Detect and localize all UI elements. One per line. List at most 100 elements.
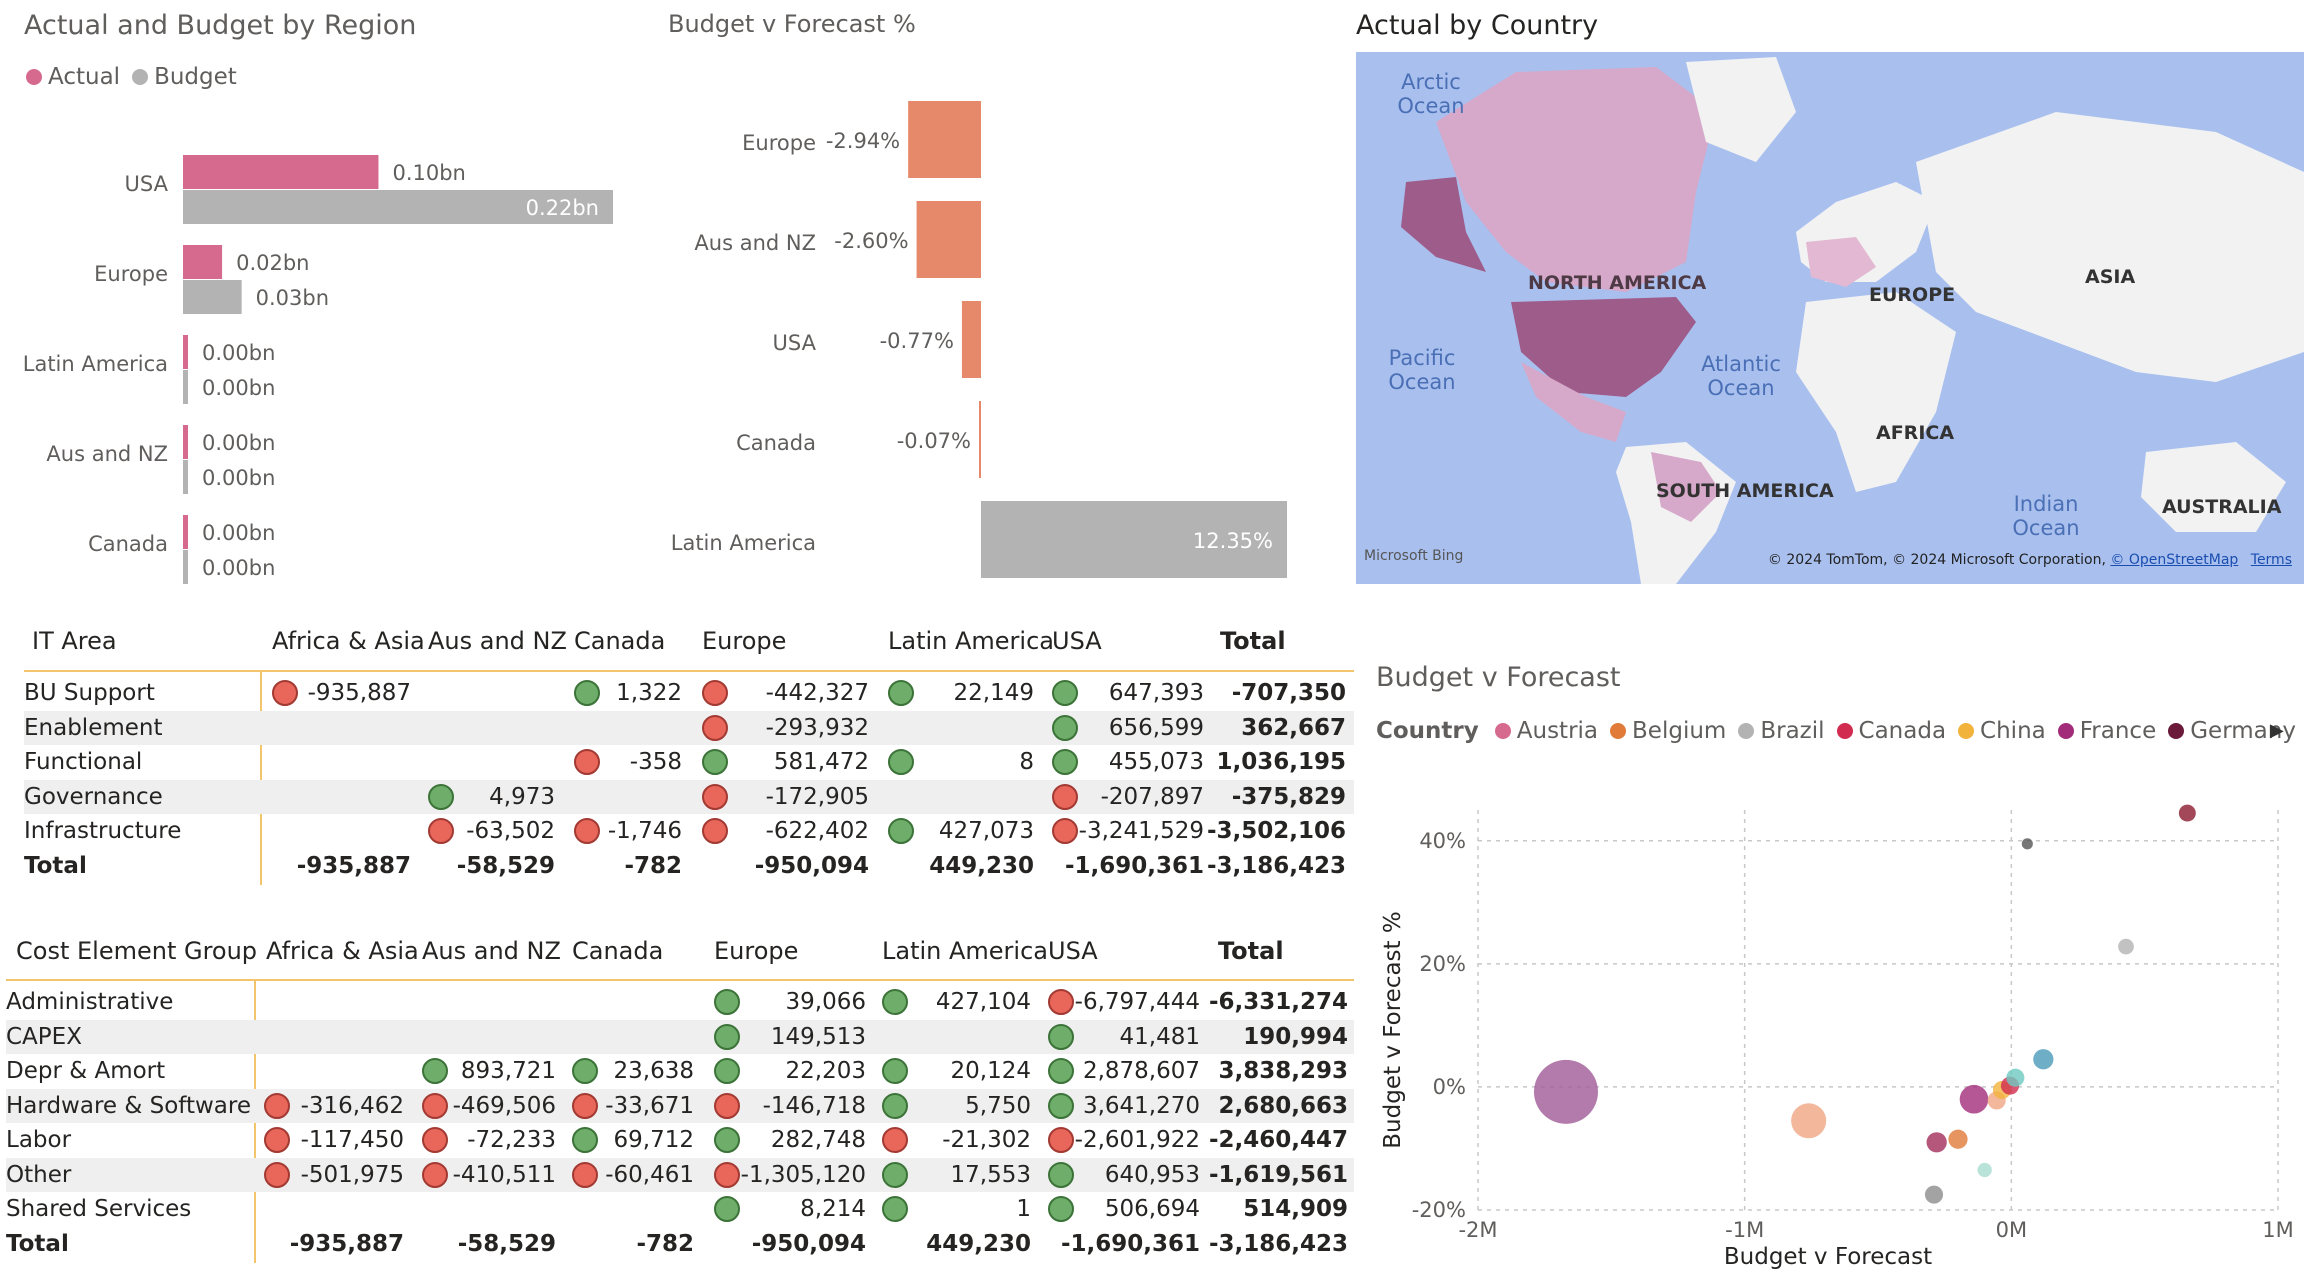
cell-value: -1,690,361 — [1060, 1230, 1200, 1257]
legend-label-austria[interactable]: Austria — [1516, 718, 1599, 744]
map-region-brazil[interactable] — [1651, 452, 1721, 522]
map-canvas[interactable] — [1356, 52, 2304, 584]
status-green-icon — [1052, 749, 1078, 775]
column-header[interactable]: IT Area — [32, 627, 117, 655]
cell-value: -2,601,922 — [1074, 1127, 1200, 1153]
legend-label-brazil[interactable]: Brazil — [1760, 718, 1825, 744]
status-green-icon — [882, 1161, 908, 1188]
cell-value: -501,975 — [300, 1161, 404, 1188]
status-green-icon — [428, 783, 454, 810]
legend-label-canada[interactable]: Canada — [1858, 718, 1947, 744]
table-row[interactable]: Hardware & Software -316,462 -469,506 -33,6… — [6, 1088, 1354, 1123]
cell-value: 640,953 — [1104, 1161, 1200, 1188]
map-region-mexico[interactable] — [1521, 362, 1626, 442]
category-label: Canada — [736, 431, 816, 455]
cell-value: 581,472 — [773, 749, 869, 775]
map-label-australia: AUSTRALIA — [2162, 496, 2282, 518]
legend-label-belgium[interactable]: Belgium — [1632, 718, 1727, 744]
budget-forecast-pct-bar-chart: Europe -2.94% Aus and NZ -2.60% USA -0.77% Can… — [671, 101, 1287, 578]
row-total: -3,186,423 — [1206, 852, 1346, 879]
column-header[interactable]: Cost Element Group — [16, 937, 258, 965]
y-tick-label: 0% — [1433, 1075, 1466, 1099]
data-label: 0.10bn — [392, 161, 465, 185]
bar-budget — [183, 280, 242, 314]
table-row[interactable]: Depr & Amort 893,721 23,638 22,203 20,124 2,8… — [6, 1054, 1354, 1088]
table-row[interactable]: Shared Services 8,214 1 506,694 514,909 — [6, 1192, 1354, 1226]
map-label-africa: AFRICA — [1876, 422, 1955, 444]
legend-label-china[interactable]: China — [1980, 718, 2046, 744]
map-label-atlantic: Atlantic Ocean — [1701, 352, 1781, 400]
data-label: 0.00bn — [202, 466, 275, 490]
legend-label-budget: Budget — [154, 64, 237, 90]
y-tick-label: 40% — [1419, 829, 1466, 853]
x-tick-label: 1M — [2262, 1218, 2293, 1242]
status-green-icon — [888, 818, 914, 844]
data-label: 0.00bn — [202, 556, 275, 580]
legend-next-arrow-icon[interactable]: ▶ — [2270, 720, 2284, 741]
cell-value: 455,073 — [1108, 749, 1204, 775]
status-red-icon — [264, 1127, 290, 1153]
cell-value: 449,230 — [926, 1230, 1031, 1257]
row-total: 1,036,195 — [1216, 749, 1347, 775]
row-label: Functional — [24, 749, 143, 775]
cell-value: -935,887 — [307, 680, 411, 706]
table-row[interactable]: Labor -117,450 -72,233 69,712 282,748 -21,302… — [6, 1123, 1354, 1157]
column-header[interactable]: Canada — [574, 627, 666, 655]
data-label: 0.00bn — [202, 376, 275, 400]
bar-budget — [183, 190, 613, 224]
cell-value: 5,750 — [965, 1092, 1031, 1119]
map-region-europe-highlight[interactable] — [1806, 237, 1876, 287]
column-header[interactable]: Canada — [572, 937, 664, 965]
legend-label-germany[interactable]: Germany — [2190, 718, 2296, 744]
map-region-usa[interactable] — [1511, 297, 1696, 397]
column-header[interactable]: Africa & Asia — [272, 627, 425, 655]
column-header[interactable]: Total — [1220, 627, 1286, 655]
total-row[interactable]: Total -935,887 -58,529 -782 -950,094 449,230 -… — [24, 849, 1354, 883]
x-tick-label: 0M — [1996, 1218, 2027, 1242]
row-total: -2,460,447 — [1208, 1127, 1348, 1153]
table-row[interactable]: Enablement -293,932 656,599 362,667 — [24, 710, 1354, 745]
table-row[interactable]: CAPEX 149,513 41,481 190,994 — [6, 1019, 1354, 1054]
column-header[interactable]: Africa & Asia — [266, 937, 419, 965]
map-region-alaska[interactable] — [1401, 177, 1486, 272]
country-map[interactable]: Arctic Ocean NORTH AMERICA EUROPE ASIA P… — [1356, 52, 2304, 584]
cell-value: 656,599 — [1108, 714, 1204, 741]
scatter-point — [1959, 1084, 1989, 1114]
column-header[interactable]: Latin America — [882, 937, 1048, 965]
column-header[interactable]: Total — [1218, 937, 1284, 965]
column-header[interactable]: Europe — [714, 937, 799, 965]
cell-value: 41,481 — [1119, 1023, 1200, 1050]
bar-actual — [183, 155, 379, 189]
column-header[interactable]: Aus and NZ — [422, 937, 561, 965]
scatter-point — [1926, 1132, 1947, 1153]
cell-value: -410,511 — [452, 1161, 556, 1188]
table-row[interactable]: BU Support -935,887 1,322 -442,327 22,149 647… — [24, 676, 1354, 710]
table-row[interactable]: Other -501,975 -410,511 -60,461 -1,305,120 17… — [6, 1157, 1354, 1192]
map-terms-link[interactable]: Terms — [2250, 552, 2292, 568]
table-row[interactable]: Administrative 39,066 427,104 -6,797,444 -6,… — [6, 985, 1354, 1019]
map-osm-link[interactable]: © OpenStreetMap — [2110, 552, 2239, 568]
map-region-canada[interactable] — [1436, 67, 1716, 292]
row-label: Administrative — [6, 989, 174, 1015]
pct-bar — [908, 101, 981, 178]
cell-value: -782 — [636, 1230, 694, 1257]
cell-value: 69,712 — [613, 1127, 694, 1153]
column-header[interactable]: Europe — [702, 627, 787, 655]
table-row[interactable]: Infrastructure -63,502 -1,746 -622,402 427,0… — [24, 814, 1354, 848]
table-row[interactable]: Functional -358 581,472 8 455,073 1,036,195 — [24, 745, 1354, 779]
row-label: Governance — [24, 783, 163, 810]
status-red-icon — [574, 749, 600, 775]
scatter-point — [2118, 938, 2134, 955]
column-header[interactable]: USA — [1048, 937, 1098, 965]
category-label: Europe — [742, 131, 816, 155]
status-green-icon — [1052, 680, 1078, 706]
map-region-asia — [1916, 112, 2304, 382]
column-header[interactable]: Latin America — [888, 627, 1054, 655]
legend-dot-budget — [132, 69, 149, 85]
column-header[interactable]: Aus and NZ — [428, 627, 567, 655]
legend-label-france[interactable]: France — [2079, 718, 2157, 744]
table-row[interactable]: Governance 4,973 -172,905 -207,897 -375,829 — [24, 779, 1354, 814]
column-header[interactable]: USA — [1052, 627, 1102, 655]
status-red-icon — [714, 1092, 740, 1119]
total-row[interactable]: Total -935,887 -58,529 -782 -950,094 449,230 -… — [6, 1227, 1354, 1261]
